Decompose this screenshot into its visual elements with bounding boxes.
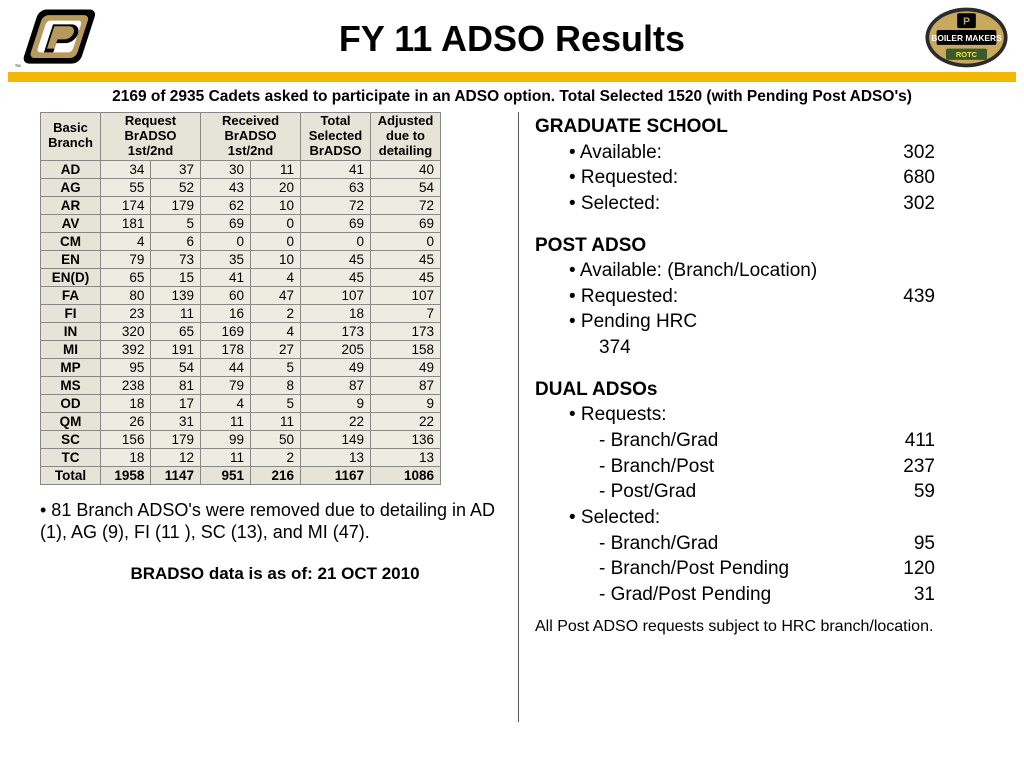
footnote-removed: • 81 Branch ADSO's were removed due to d… bbox=[40, 499, 510, 544]
col-received: Received BrADSO 1st/2nd bbox=[201, 113, 301, 161]
col-request: Request BrADSO 1st/2nd bbox=[101, 113, 201, 161]
sel-grad-post: - Grad/Post Pending31 bbox=[535, 582, 935, 608]
table-row: FI 23 11 16 2 18 7 bbox=[41, 304, 441, 322]
table-row: QM 26 31 11 11 22 22 bbox=[41, 412, 441, 430]
table-row: EN(D) 65 15 41 4 45 45 bbox=[41, 268, 441, 286]
col-total: Total Selected BrADSO bbox=[301, 113, 371, 161]
post-available: • Available: (Branch/Location) bbox=[535, 258, 935, 284]
dual-adsos-heading: DUAL ADSOs bbox=[535, 377, 1014, 403]
grad-requested: • Requested:680 bbox=[535, 165, 935, 191]
content-area: Basic Branch Request BrADSO 1st/2nd Rece… bbox=[0, 112, 1024, 722]
gold-divider-bar bbox=[8, 72, 1016, 82]
table-row: TC 18 12 11 2 13 13 bbox=[41, 448, 441, 466]
purdue-p-logo-icon: ™ bbox=[10, 2, 105, 72]
dual-requests: • Requests: bbox=[535, 402, 935, 428]
table-row: FA 80 139 60 47 107 107 bbox=[41, 286, 441, 304]
vertical-divider bbox=[518, 112, 519, 722]
svg-text:™: ™ bbox=[15, 64, 22, 71]
post-requested: • Requested:439 bbox=[535, 284, 935, 310]
post-pending-hrc: • Pending HRC bbox=[535, 309, 935, 335]
page-title: FY 11 ADSO Results bbox=[0, 0, 1024, 60]
table-row: SC 156 179 99 50 149 136 bbox=[41, 430, 441, 448]
grad-available: • Available:302 bbox=[535, 140, 935, 166]
table-row: IN 320 65 169 4 173 173 bbox=[41, 322, 441, 340]
dual-post-grad: - Post/Grad59 bbox=[535, 479, 935, 505]
post-adso-heading: POST ADSO bbox=[535, 233, 1014, 259]
table-row: AV 181 5 69 0 69 69 bbox=[41, 214, 441, 232]
graduate-school-heading: GRADUATE SCHOOL bbox=[535, 114, 1014, 140]
col-adjusted: Adjusted due to detailing bbox=[371, 113, 441, 161]
left-column: Basic Branch Request BrADSO 1st/2nd Rece… bbox=[10, 112, 510, 722]
adso-results-table: Basic Branch Request BrADSO 1st/2nd Rece… bbox=[40, 112, 441, 485]
header: ™ BOILER MAKERS ROTC P FY 11 ADSO Result… bbox=[0, 0, 1024, 72]
table-row: MS 238 81 79 8 87 87 bbox=[41, 376, 441, 394]
dual-selected: • Selected: bbox=[535, 505, 935, 531]
post-pending-value: 374 bbox=[535, 335, 1014, 361]
footnote-date: BRADSO data is as of: 21 OCT 2010 bbox=[40, 564, 510, 584]
table-row: EN 79 73 35 10 45 45 bbox=[41, 250, 441, 268]
svg-text:P: P bbox=[963, 16, 970, 27]
table-row: MI 392 191 178 27 205 158 bbox=[41, 340, 441, 358]
table-row: OD 18 17 4 5 9 9 bbox=[41, 394, 441, 412]
table-row: CM 4 6 0 0 0 0 bbox=[41, 232, 441, 250]
sel-branch-post: - Branch/Post Pending120 bbox=[535, 556, 935, 582]
subtitle: 2169 of 2935 Cadets asked to participate… bbox=[0, 86, 1024, 112]
dual-branch-grad: - Branch/Grad411 bbox=[535, 428, 935, 454]
table-row: AR 174 179 62 10 72 72 bbox=[41, 196, 441, 214]
sel-branch-grad: - Branch/Grad95 bbox=[535, 531, 935, 557]
col-basic-branch: Basic Branch bbox=[41, 113, 101, 161]
table-row: MP 95 54 44 5 49 49 bbox=[41, 358, 441, 376]
svg-text:BOILER MAKERS: BOILER MAKERS bbox=[931, 33, 1002, 43]
right-column: GRADUATE SCHOOL • Available:302 • Reques… bbox=[527, 112, 1014, 722]
boilermakers-rotc-logo-icon: BOILER MAKERS ROTC P bbox=[919, 2, 1014, 72]
grad-selected: • Selected:302 bbox=[535, 191, 935, 217]
table-row: AD 34 37 30 11 41 40 bbox=[41, 160, 441, 178]
svg-text:ROTC: ROTC bbox=[956, 50, 978, 59]
dual-branch-post: - Branch/Post237 bbox=[535, 454, 935, 480]
table-row: AG 55 52 43 20 63 54 bbox=[41, 178, 441, 196]
table-row: Total 1958 1147 951 216 1167 1086 bbox=[41, 466, 441, 484]
right-footnote: All Post ADSO requests subject to HRC br… bbox=[535, 616, 935, 638]
